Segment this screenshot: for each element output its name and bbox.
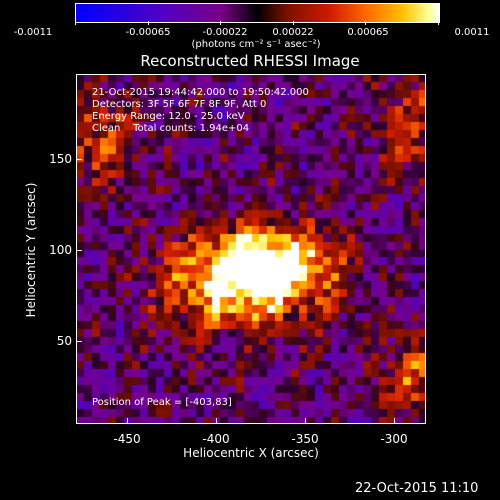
colorbar-tick-mark bbox=[293, 21, 294, 25]
colorbar-tick-label: 0.00022 bbox=[272, 27, 314, 38]
colorbar-tick-label: -0.00022 bbox=[202, 27, 248, 38]
y-axis-label: Heliocentric Y (arcsec) bbox=[24, 182, 38, 318]
x-tick-label: -450 bbox=[113, 432, 141, 446]
colorbar-tick-label: -0.00065 bbox=[125, 27, 171, 38]
y-tick-mark bbox=[76, 250, 82, 251]
colorbar-tick-label: 0.00065 bbox=[347, 27, 389, 38]
info-peak-position: Position of Peak = [-403,83] bbox=[92, 397, 232, 408]
colorbar-tick-mark bbox=[75, 21, 76, 25]
y-tick-label: 50 bbox=[56, 334, 72, 348]
colorbar-tick-mark bbox=[438, 21, 439, 25]
colorbar-tick-label: 0.0011 bbox=[454, 27, 490, 38]
info-time-range: 21-Oct-2015 19:44:42.000 to 19:50:42.000 bbox=[92, 87, 309, 98]
y-tick-mark bbox=[76, 341, 82, 342]
colorbar bbox=[75, 3, 440, 23]
x-tick-mark bbox=[127, 418, 128, 424]
x-axis-label: Heliocentric X (arcsec) bbox=[183, 446, 319, 460]
x-tick-mark bbox=[216, 418, 217, 424]
colorbar-tick-mark bbox=[148, 21, 149, 25]
x-tick-label: -400 bbox=[202, 432, 230, 446]
y-tick-mark bbox=[76, 159, 82, 160]
x-tick-mark bbox=[305, 418, 306, 424]
image-title: Reconstructed RHESSI Image bbox=[140, 52, 360, 70]
info-energy-range: Energy Range: 12.0 - 25.0 keV bbox=[92, 111, 245, 122]
image-plot bbox=[76, 74, 426, 424]
x-tick-mark bbox=[394, 418, 395, 424]
info-detectors: Detectors: 3F 5F 6F 7F 8F 9F, Att 0 bbox=[92, 99, 267, 110]
info-method: Clean Total counts: 1.94e+04 bbox=[92, 123, 250, 134]
x-tick-label: -300 bbox=[380, 432, 408, 446]
colorbar-units: (photons cm⁻² s⁻¹ asec⁻²) bbox=[191, 39, 321, 50]
y-tick-label: 150 bbox=[49, 152, 72, 166]
x-tick-label: -350 bbox=[291, 432, 319, 446]
footer-timestamp: 22-Oct-2015 11:10 bbox=[355, 481, 479, 496]
colorbar-tick-mark bbox=[220, 21, 221, 25]
rhessi-heatmap bbox=[77, 75, 425, 423]
y-tick-label: 100 bbox=[49, 243, 72, 257]
colorbar-tick-mark bbox=[365, 21, 366, 25]
colorbar-tick-label: -0.0011 bbox=[13, 27, 53, 38]
